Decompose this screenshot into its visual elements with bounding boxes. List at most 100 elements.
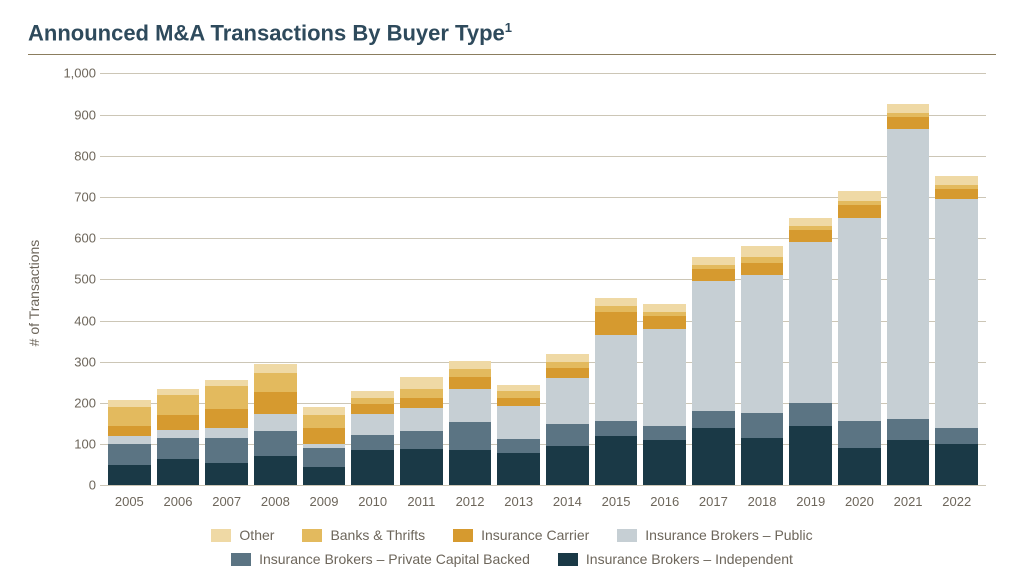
bar-column: 2006: [157, 73, 200, 485]
bar-segment: [838, 218, 881, 422]
x-tick-label: 2007: [212, 494, 241, 509]
bar-column: 2019: [789, 73, 832, 485]
chart-area: # of Transactions 0100200300400500600700…: [54, 73, 996, 513]
bar-segment: [303, 428, 346, 444]
bar-segment: [935, 428, 978, 444]
bar-segment: [400, 389, 443, 397]
bar-segment: [935, 189, 978, 199]
bar-segment: [205, 428, 248, 438]
x-tick-label: 2021: [894, 494, 923, 509]
bar-segment: [741, 275, 784, 413]
bar-segment: [546, 424, 589, 447]
bar-segment: [351, 414, 394, 435]
bar-segment: [887, 117, 930, 129]
bar-segment: [546, 368, 589, 378]
y-tick-label: 500: [56, 272, 96, 287]
bar-segment: [546, 354, 589, 362]
bar-column: 2022: [935, 73, 978, 485]
y-tick-label: 0: [56, 478, 96, 493]
bar-segment: [303, 407, 346, 415]
bar-segment: [400, 377, 443, 389]
legend-label: Insurance Brokers – Public: [645, 527, 812, 543]
bar-segment: [400, 431, 443, 450]
bar-segment: [108, 407, 151, 426]
bar-segment: [108, 400, 151, 407]
bar-segment: [157, 430, 200, 438]
x-tick-label: 2016: [650, 494, 679, 509]
legend-item: Banks & Thrifts: [302, 527, 425, 543]
x-tick-label: 2017: [699, 494, 728, 509]
bar-segment: [643, 316, 686, 328]
bar-segment: [351, 435, 394, 451]
bar-segment: [838, 191, 881, 201]
legend-label: Insurance Carrier: [481, 527, 589, 543]
bar-segment: [254, 431, 297, 456]
bar-segment: [449, 450, 492, 485]
bar-segment: [497, 453, 540, 485]
x-tick-label: 2018: [748, 494, 777, 509]
bar-segment: [692, 281, 735, 411]
bar-segment: [205, 438, 248, 463]
y-axis-label: # of Transactions: [26, 240, 42, 347]
x-tick-label: 2006: [164, 494, 193, 509]
legend-swatch: [453, 529, 473, 542]
bar-segment: [935, 444, 978, 485]
bar-segment: [254, 364, 297, 373]
bar-segment: [205, 463, 248, 486]
bar-segment: [887, 419, 930, 440]
bar-segment: [546, 446, 589, 485]
legend-label: Insurance Brokers – Independent: [586, 551, 793, 567]
bar-segment: [205, 409, 248, 428]
bar-segment: [789, 426, 832, 486]
x-tick-label: 2020: [845, 494, 874, 509]
bar-segment: [595, 298, 638, 306]
bar-segment: [887, 104, 930, 112]
y-tick-label: 300: [56, 354, 96, 369]
legend-swatch: [231, 553, 251, 566]
legend-item: Insurance Brokers – Independent: [558, 551, 793, 567]
bar-segment: [643, 440, 686, 485]
bar-column: 2017: [692, 73, 735, 485]
legend-swatch: [302, 529, 322, 542]
bar-segment: [692, 257, 735, 265]
chart-title-sup: 1: [505, 20, 512, 35]
bar-segment: [108, 426, 151, 436]
y-tick-label: 200: [56, 395, 96, 410]
bars-container: 2005200620072008200920102011201220132014…: [100, 73, 986, 485]
bar-segment: [935, 176, 978, 184]
bar-segment: [157, 415, 200, 429]
bar-segment: [303, 448, 346, 467]
bar-segment: [887, 129, 930, 419]
bar-segment: [643, 329, 686, 426]
bar-segment: [595, 421, 638, 435]
bar-segment: [497, 406, 540, 439]
y-tick-label: 400: [56, 313, 96, 328]
y-tick-label: 100: [56, 437, 96, 452]
bar-column: 2016: [643, 73, 686, 485]
y-tick-label: 900: [56, 107, 96, 122]
bar-segment: [449, 422, 492, 450]
bar-segment: [789, 242, 832, 403]
bar-segment: [692, 411, 735, 427]
bar-segment: [838, 421, 881, 448]
gridline: [100, 485, 986, 486]
legend-label: Banks & Thrifts: [330, 527, 425, 543]
bar-segment: [157, 459, 200, 486]
bar-segment: [157, 438, 200, 459]
bar-segment: [595, 335, 638, 422]
bar-segment: [838, 448, 881, 485]
bar-segment: [205, 386, 248, 409]
bar-segment: [254, 456, 297, 486]
x-tick-label: 2015: [602, 494, 631, 509]
legend-swatch: [617, 529, 637, 542]
bar-column: 2018: [741, 73, 784, 485]
bar-segment: [692, 428, 735, 486]
bar-segment: [595, 436, 638, 485]
bar-column: 2020: [838, 73, 881, 485]
legend-swatch: [211, 529, 231, 542]
bar-column: 2012: [449, 73, 492, 485]
y-tick-label: 700: [56, 189, 96, 204]
bar-column: 2008: [254, 73, 297, 485]
bar-segment: [789, 230, 832, 242]
bar-column: 2010: [351, 73, 394, 485]
